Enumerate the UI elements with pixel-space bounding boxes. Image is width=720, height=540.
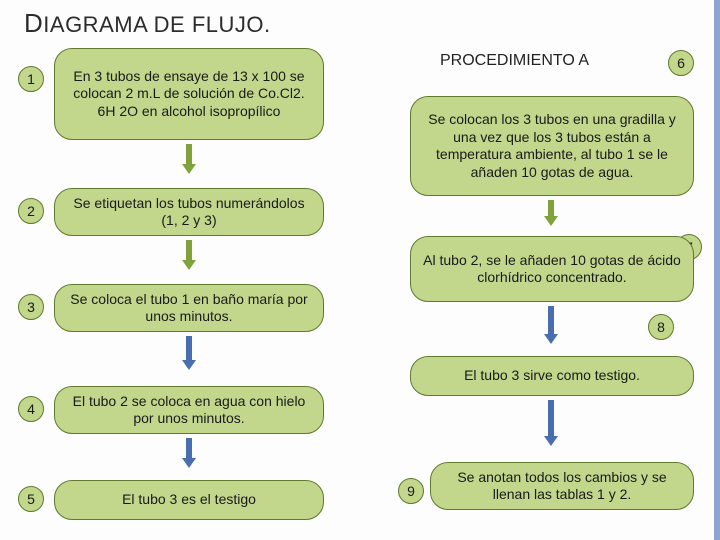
step-node-9: Se anotan todos los cambios y se llenan …	[430, 462, 694, 510]
flow-arrow-icon	[544, 216, 558, 226]
step-badge-3: 3	[18, 294, 44, 320]
flow-arrow-icon	[182, 458, 196, 468]
step-badge-9: 9	[398, 478, 424, 504]
flow-arrow-icon	[182, 260, 196, 270]
flow-arrow-stem	[186, 438, 192, 458]
step-node-2: Se etiquetan los tubos numerándolos (1, …	[54, 188, 324, 236]
title-cap1: D	[24, 8, 43, 38]
step-node-8: El tubo 3 sirve como testigo.	[410, 356, 694, 396]
step-node-3: Se coloca el tubo 1 en baño maría por un…	[54, 284, 324, 332]
step-node-5: El tubo 3 es el testigo	[54, 480, 324, 520]
step-badge-4: 4	[18, 396, 44, 422]
flow-arrow-stem	[548, 400, 554, 436]
step-badge-5: 5	[18, 486, 44, 512]
step-badge-2: 2	[18, 198, 44, 224]
title-sep: DE	[147, 12, 192, 37]
flow-arrow-stem	[186, 144, 192, 164]
flow-arrow-icon	[544, 334, 558, 344]
step-badge-1: 1	[18, 66, 44, 92]
flow-arrow-stem	[186, 336, 192, 360]
step-node-6: Se colocan los 3 tubos en una gradilla y…	[410, 96, 694, 196]
flow-arrow-stem	[548, 200, 554, 216]
step-node-7: Al tubo 2, se le añaden 10 gotas de ácid…	[410, 236, 694, 302]
flow-arrow-stem	[186, 240, 192, 260]
step-badge-6: 6	[668, 50, 694, 76]
step-node-1: En 3 tubos de ensaye de 13 x 100 se colo…	[54, 48, 324, 140]
procedure-label: PROCEDIMIENTO A	[440, 52, 589, 70]
flow-arrow-icon	[182, 164, 196, 174]
title-rest2: FLUJO.	[192, 12, 271, 37]
title-rest1: IAGRAMA	[43, 12, 147, 37]
flow-arrow-icon	[182, 360, 196, 370]
page-title: DIAGRAMA DE FLUJO.	[24, 8, 271, 39]
step-node-4: El tubo 2 se coloca en agua con hielo po…	[54, 386, 324, 434]
flow-arrow-stem	[548, 306, 554, 334]
step-badge-8: 8	[648, 314, 674, 340]
flow-arrow-icon	[544, 436, 558, 446]
